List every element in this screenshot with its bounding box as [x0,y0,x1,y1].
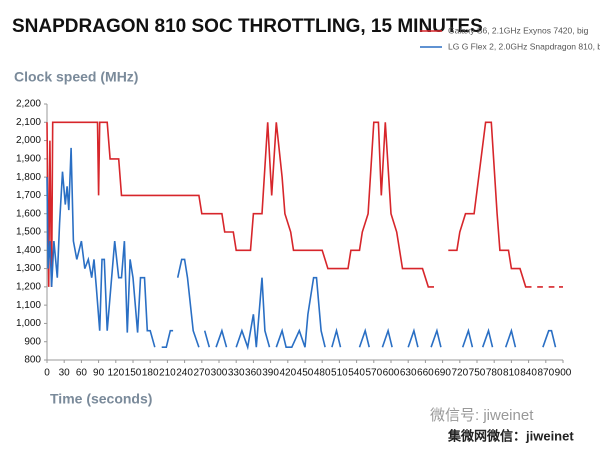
y-tick-label: 1,400 [16,245,41,256]
x-tick-label: 450 [297,368,314,379]
y-tick-label: 1,700 [16,190,41,201]
x-tick-label: 90 [93,368,105,379]
x-tick-label: 60 [76,368,88,379]
x-tick-label: 300 [211,368,228,379]
y-tick-label: 1,300 [16,263,41,274]
x-tick-label: 690 [434,368,451,379]
series-line [46,147,557,351]
watermark: 集微网微信：jiweinet [447,428,574,443]
legend-label: LG G Flex 2, 2.0GHz Snapdragon 810, big [448,41,600,51]
x-tick-label: 780 [486,368,503,379]
y-tick-label: 2,000 [16,135,41,146]
x-tick-label: 360 [245,368,262,379]
y-tick-label: 1,100 [16,300,41,311]
x-tick-label: 660 [417,368,434,379]
chart-title: SNAPDRAGON 810 SOC THROTTLING, 15 MINUTE… [12,16,483,37]
x-tick-label: 330 [228,368,245,379]
y-tick-label: 1,200 [16,281,41,292]
x-tick-label: 30 [59,368,71,379]
y-tick-label: 1,500 [16,227,41,238]
y-tick-label: 1,800 [16,172,41,183]
x-tick-label: 270 [193,368,210,379]
y-tick-label: 1,600 [16,208,41,219]
x-tick-label: 750 [469,368,486,379]
y-tick-label: 2,200 [16,99,41,110]
x-tick-label: 180 [142,368,159,379]
x-tick-label: 210 [159,368,176,379]
x-tick-label: 510 [331,368,348,379]
x-tick-label: 810 [503,368,520,379]
y-tick-label: 1,900 [16,153,41,164]
x-tick-label: 600 [383,368,400,379]
x-tick-label: 240 [176,368,193,379]
x-tick-label: 480 [314,368,331,379]
x-tick-label: 540 [348,368,365,379]
y-tick-label: 800 [24,355,41,366]
y-tick-label: 900 [24,336,41,347]
x-tick-label: 630 [400,368,417,379]
series-line [46,121,563,288]
x-tick-label: 0 [44,368,50,379]
x-tick-label: 840 [520,368,537,379]
x-tick-label: 120 [107,368,124,379]
watermark: 微信号: jiweinet [430,407,534,424]
x-tick-label: 570 [365,368,382,379]
x-tick-label: 870 [537,368,554,379]
x-tick-label: 150 [125,368,142,379]
x-tick-label: 390 [262,368,279,379]
x-axis-label: Time (seconds) [50,391,152,407]
y-tick-label: 2,100 [16,117,41,128]
x-tick-label: 420 [279,368,296,379]
legend-label: Galaxy S6, 2.1GHz Exynos 7420, big [448,25,589,35]
y-tick-label: 1,000 [16,318,41,329]
x-tick-label: 720 [451,368,468,379]
y-axis-label: Clock speed (MHz) [14,69,138,85]
x-tick-label: 900 [555,368,572,379]
